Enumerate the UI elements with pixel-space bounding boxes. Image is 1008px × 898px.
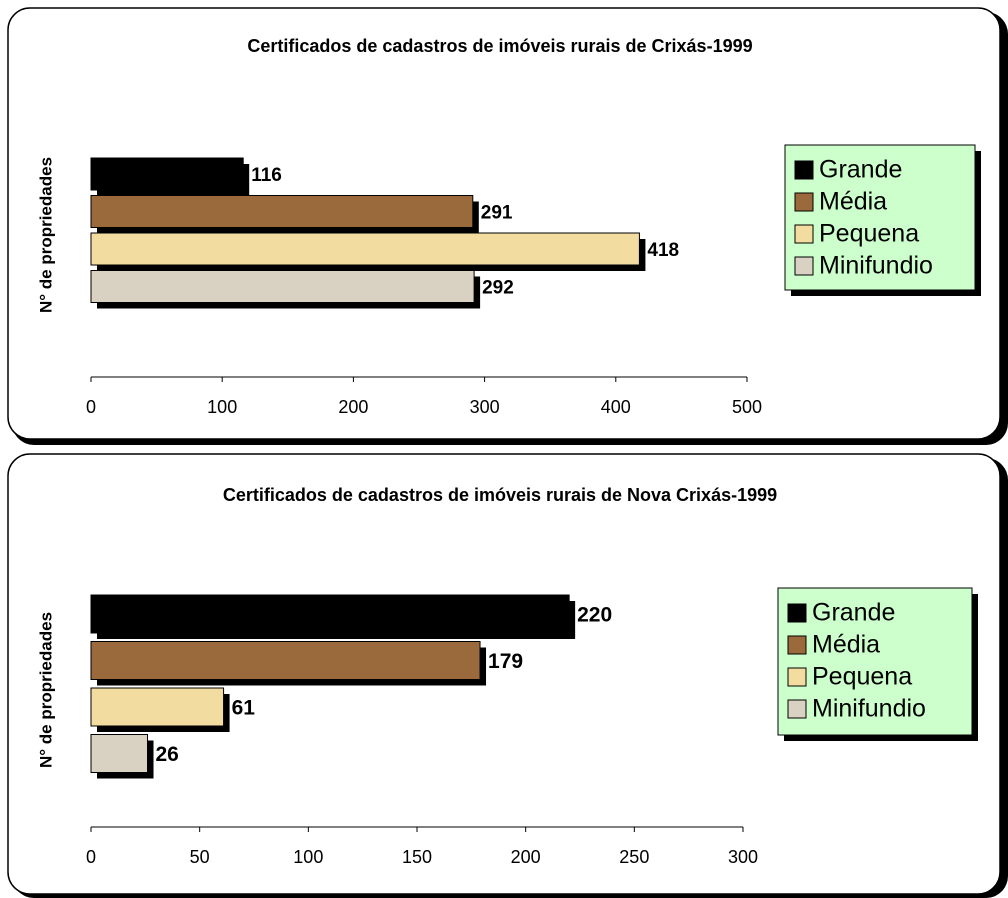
chart-title: Certificados de cadastros de imóveis rur… [223, 485, 777, 505]
legend-label: Minifundio [812, 695, 926, 723]
legend-swatch [787, 603, 807, 623]
legend-label: Grande [812, 599, 895, 627]
legend [784, 144, 976, 291]
chart-title: Certificados de cadastros de imóveis rur… [247, 36, 752, 56]
legend-swatch [787, 635, 807, 655]
x-tick-label: 500 [732, 397, 762, 417]
legend-label: Pequena [812, 663, 912, 691]
value-label: 292 [482, 278, 514, 299]
panel [7, 453, 1001, 895]
y-axis-label: N° de propriedades [36, 157, 55, 313]
value-label: 26 [156, 743, 179, 766]
bar [90, 687, 225, 727]
value-label: 220 [577, 604, 612, 627]
bar [90, 157, 244, 191]
bar [90, 232, 640, 266]
legend-swatch [794, 224, 814, 244]
x-tick-label: 100 [207, 397, 237, 417]
x-tick-label: 300 [470, 397, 500, 417]
x-tick-label: 150 [402, 847, 432, 867]
legend-label: Média [812, 631, 880, 659]
bar [90, 195, 474, 228]
value-label: 418 [647, 240, 679, 261]
legend-swatch [794, 256, 814, 276]
legend-swatch [787, 667, 807, 687]
bar [90, 641, 481, 680]
x-tick-label: 250 [619, 847, 649, 867]
x-tick-label: 0 [86, 397, 96, 417]
panel [7, 7, 1001, 440]
value-label: 291 [481, 203, 513, 224]
legend-label: Média [819, 188, 887, 216]
legend-swatch [794, 192, 814, 212]
bar [90, 594, 570, 634]
x-tick-label: 100 [293, 847, 323, 867]
legend-swatch [794, 160, 814, 180]
x-tick-label: 300 [728, 847, 758, 867]
bar [90, 734, 149, 773]
bar [90, 270, 475, 303]
value-label: 61 [232, 697, 256, 720]
legend-swatch [787, 699, 807, 719]
value-label: 179 [488, 650, 523, 673]
x-tick-label: 0 [86, 847, 96, 867]
legend-label: Grande [819, 156, 902, 184]
x-tick-label: 400 [601, 397, 631, 417]
value-label: 116 [251, 165, 282, 186]
y-axis-label: N° de propriedades [36, 612, 55, 768]
x-tick-label: 200 [338, 397, 368, 417]
x-tick-label: 50 [190, 847, 210, 867]
x-tick-label: 200 [511, 847, 541, 867]
legend-label: Pequena [819, 220, 919, 248]
legend [777, 587, 973, 736]
legend-label: Minifundio [819, 252, 933, 280]
